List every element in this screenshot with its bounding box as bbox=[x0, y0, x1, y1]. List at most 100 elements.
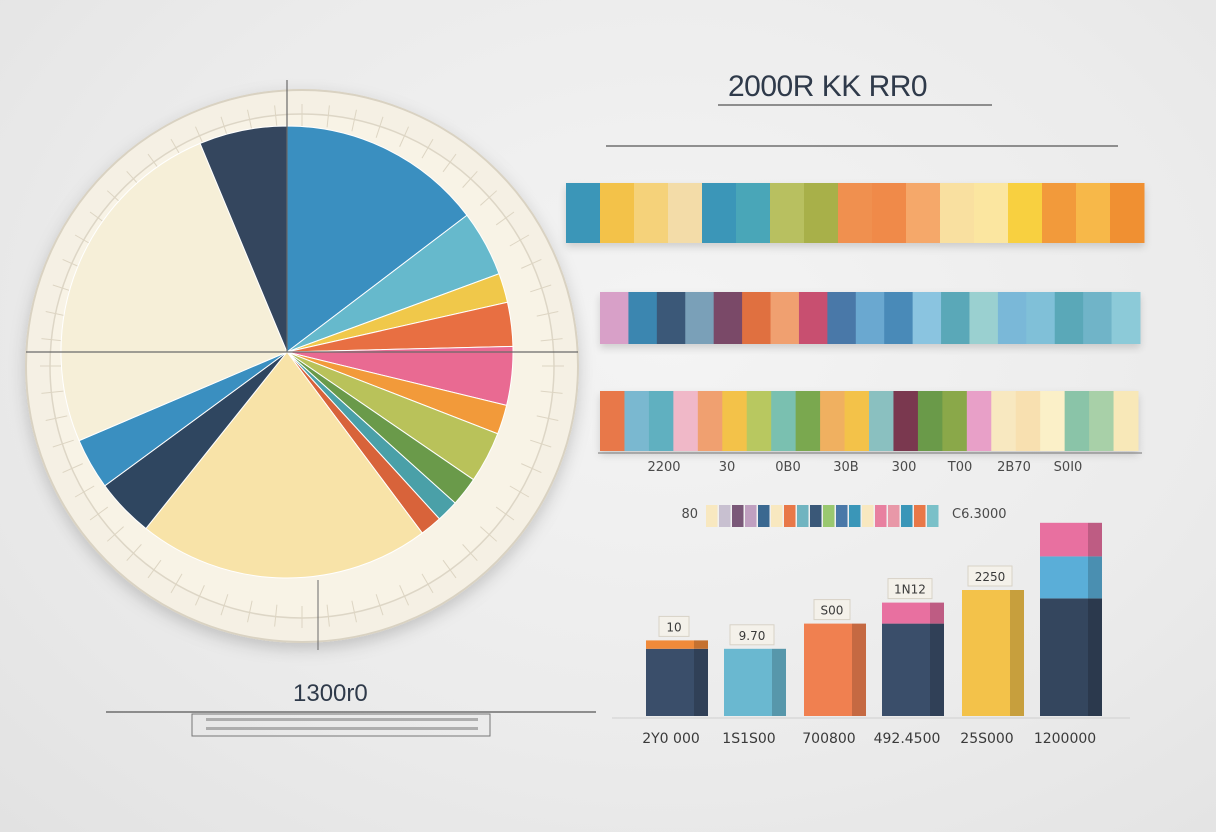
pie-ring-tick bbox=[495, 506, 515, 521]
hbar-segment bbox=[746, 391, 772, 451]
vbar-segment-side bbox=[694, 640, 708, 649]
pie-ring-tick bbox=[521, 258, 542, 269]
pie-ring-tick bbox=[220, 594, 229, 616]
pie-ring-tick bbox=[521, 463, 542, 474]
pie-ring-tick bbox=[540, 390, 563, 394]
hbar-segment bbox=[770, 183, 805, 243]
pie-ring-tick bbox=[62, 463, 83, 474]
hbar-row-3 bbox=[600, 391, 1139, 451]
hbar-segment bbox=[668, 183, 703, 243]
hbar-segment bbox=[600, 391, 625, 451]
hbar-segment bbox=[974, 183, 1009, 243]
pie-ring-tick bbox=[194, 585, 205, 606]
vbar-5: 2250 25S000 bbox=[960, 565, 1024, 747]
hbar-segment bbox=[940, 183, 975, 243]
vbar-segment-front bbox=[646, 640, 694, 649]
hbar-segment bbox=[942, 391, 968, 451]
hbar-tick-label: 300 bbox=[892, 460, 917, 475]
vbar-segment-side bbox=[930, 602, 944, 624]
strip-swatch bbox=[810, 505, 822, 527]
strip-swatch bbox=[849, 505, 861, 527]
hbar-tick-labels: 2200 30 0B0 30B 300 T00 2B70 S0I0 bbox=[647, 460, 1082, 475]
vbar-value-label: 9.70 bbox=[739, 629, 766, 643]
pie-ring-tick bbox=[351, 109, 357, 132]
hbar-segment bbox=[1042, 183, 1077, 243]
pie-ring-tick bbox=[442, 153, 457, 173]
hbar-segment bbox=[917, 391, 943, 451]
pie-ring-tick bbox=[509, 234, 530, 247]
pie-ring-tick bbox=[41, 390, 64, 394]
strip-swatch bbox=[797, 505, 809, 527]
pie-ring-tick bbox=[274, 105, 278, 128]
legend-strip bbox=[706, 505, 939, 527]
hbar-segment bbox=[827, 292, 857, 344]
vbar-category-label: 700800 bbox=[802, 731, 855, 747]
hbar-segment bbox=[1113, 391, 1139, 451]
fineprint-line-2 bbox=[206, 727, 478, 730]
horizontal-bars bbox=[566, 183, 1145, 451]
pie-ring-tick bbox=[462, 170, 478, 188]
vbar-category-label: 25S000 bbox=[960, 731, 1013, 747]
hbar-tick-label: 30 bbox=[719, 460, 736, 475]
pie-ring-tick bbox=[326, 604, 330, 627]
pie-caption-label: 1300r0 bbox=[293, 680, 368, 707]
strip-swatch bbox=[901, 505, 913, 527]
hbar-segment bbox=[736, 183, 771, 243]
strip-left-label: 80 bbox=[681, 507, 698, 522]
strip-swatch bbox=[888, 505, 900, 527]
hbar-segment bbox=[673, 391, 699, 451]
hbar-segment bbox=[941, 292, 970, 344]
pie-ring-tick bbox=[351, 600, 357, 623]
hbar-tick-label: 0B0 bbox=[775, 460, 800, 475]
vbar-segment-front bbox=[962, 590, 1010, 716]
vbar-2: 9.70 1S1S00 bbox=[722, 624, 786, 747]
strip-swatch bbox=[784, 505, 796, 527]
pie-caption-box bbox=[191, 713, 491, 737]
pie-ring-tick bbox=[530, 439, 552, 448]
hbar-segment bbox=[1026, 292, 1056, 344]
pie-ring-tick bbox=[536, 415, 559, 421]
pie-ring-tick bbox=[326, 105, 330, 128]
pie-ring-tick bbox=[247, 109, 253, 132]
hbar-segment bbox=[820, 391, 846, 451]
pie-ring-ticks bbox=[40, 104, 564, 628]
hbar-segment bbox=[844, 391, 870, 451]
hbar-segment bbox=[795, 391, 821, 451]
hbar-segment bbox=[1054, 292, 1084, 344]
vbar-segment-side bbox=[1088, 598, 1102, 716]
hbar-segment bbox=[1110, 183, 1145, 243]
vbar-category-label: 2Y0 000 bbox=[642, 731, 700, 747]
pie-ring-tick bbox=[421, 573, 434, 594]
hbar-segment bbox=[713, 292, 743, 344]
hbar-segment bbox=[997, 292, 1027, 344]
strip-swatch bbox=[719, 505, 731, 527]
vbar-segment-side bbox=[852, 623, 866, 716]
hbar-tick-label: 2B70 bbox=[997, 460, 1031, 475]
vbar-value-tag bbox=[813, 599, 851, 621]
vbar-value-label: 10 bbox=[666, 620, 681, 634]
pie-ring-tick bbox=[170, 573, 183, 594]
pie-ring-tick bbox=[106, 526, 124, 542]
pie-ring-tick bbox=[540, 338, 563, 342]
hbar-segment bbox=[1111, 292, 1141, 344]
pie-ring-tick bbox=[126, 544, 142, 562]
vbar-segment-front bbox=[1040, 598, 1088, 716]
pie-slice-1 bbox=[286, 125, 468, 354]
pie-ring-tick bbox=[89, 506, 109, 521]
strip-swatch bbox=[875, 505, 887, 527]
vbar-segment-front bbox=[1040, 522, 1088, 557]
pie-ring-tick bbox=[462, 544, 478, 562]
vbar-category-label: 492.4500 bbox=[874, 731, 941, 747]
vbar-segment-side bbox=[772, 648, 786, 716]
vbar-4: 1N12 492.4500 bbox=[874, 578, 944, 747]
pie-ring-tick bbox=[480, 526, 498, 542]
hbar-segment bbox=[872, 183, 907, 243]
hbar-segment bbox=[966, 391, 992, 451]
pie-ring-tick bbox=[375, 594, 384, 616]
hbar-tick-label: S0I0 bbox=[1054, 460, 1083, 475]
hbar-tick-label: T00 bbox=[947, 460, 972, 475]
hbar-segment bbox=[1040, 391, 1066, 451]
hbar-segment bbox=[869, 391, 894, 451]
pie-slice-11 bbox=[145, 351, 423, 579]
hbar-tick-label: 2200 bbox=[647, 460, 680, 475]
